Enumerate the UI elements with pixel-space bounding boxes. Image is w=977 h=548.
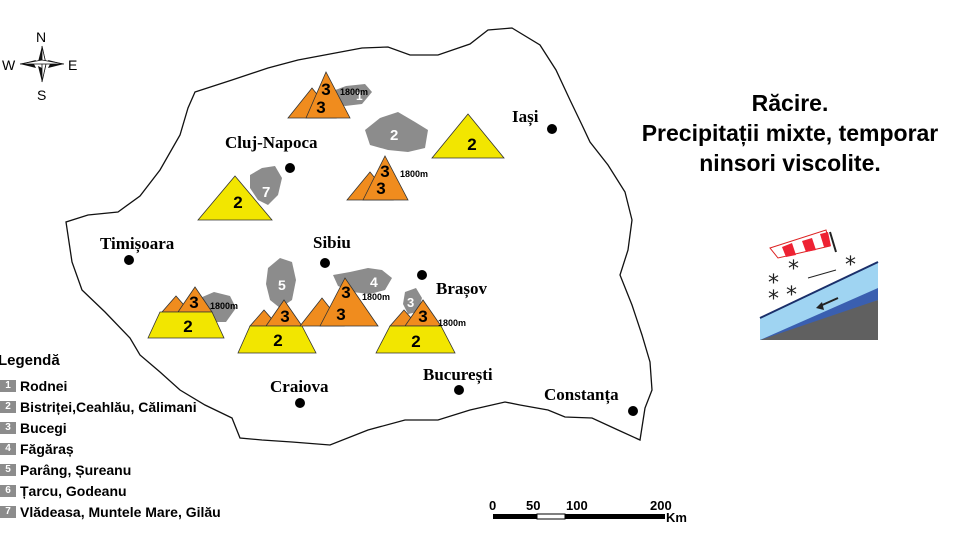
legend-number: 2 [0, 400, 16, 413]
risk-marker-bistritei: 3 3 1800m [346, 155, 428, 201]
legend-item: 1 Rodnei [0, 375, 221, 396]
city-label-cluj: Cluj-Napoca [225, 133, 318, 152]
risk-marker-parang: 3 2 [237, 299, 317, 354]
svg-text:*: * [845, 253, 856, 278]
massif-bistritei [365, 112, 428, 152]
city-dot-iasi [547, 124, 557, 134]
legend-number: 6 [0, 484, 16, 497]
scale-tick: 100 [566, 498, 588, 513]
headline-line: ninsori viscolite. [699, 150, 881, 176]
compass-w: W [2, 57, 16, 73]
risk-marker-bucegi: 3 2 1800m [375, 299, 466, 354]
risk-level: 2 [233, 193, 242, 212]
compass-rose-icon [19, 45, 65, 83]
city-label-constanta: Constanța [544, 385, 619, 405]
city-dot-bucuresti [454, 385, 464, 395]
massif-label: 1 [356, 89, 363, 103]
altitude-label: 1800m [438, 318, 466, 328]
risk-marker-rodnei: 3 3 1800m [287, 71, 368, 119]
legend-label: Rodnei [20, 377, 68, 394]
risk-upper: 3 [280, 307, 289, 326]
risk-marker-tarcu: 3 2 1800m [147, 286, 238, 339]
city-dot-craiova [295, 398, 305, 408]
risk-level: 2 [467, 135, 476, 154]
altitude-label: 1800m [210, 301, 238, 311]
city-label-craiova: Craiova [270, 377, 329, 396]
massif-bucegi [403, 288, 422, 314]
headline-line: Răcire. [751, 90, 829, 116]
svg-text:*: * [768, 287, 779, 312]
risk-upper: 3 [380, 162, 389, 181]
risk-lower: 2 [411, 332, 420, 351]
legend-item: 3 Bucegi [0, 417, 221, 438]
legend-number: 7 [0, 505, 16, 518]
city-dot-sibiu [320, 258, 330, 268]
city-dot-timisoara [124, 255, 134, 265]
scale-tick: 200 [650, 498, 672, 513]
risk-lower: 3 [316, 98, 325, 117]
scale-tick: 0 [489, 498, 496, 513]
forecast-headline: Răcire. Precipitații mixte, temporar nin… [590, 88, 977, 178]
legend-item: 6 Țarcu, Godeanu [0, 480, 221, 501]
legend-number: 3 [0, 421, 16, 434]
massif-label: 5 [278, 277, 286, 293]
city-dot-brasov [417, 270, 427, 280]
massif-label: 2 [390, 127, 398, 144]
legend-item: 5 Parâng, Șureanu [0, 459, 221, 480]
city-label-brasov: Brașov [436, 279, 488, 299]
massif-label: 4 [370, 274, 378, 290]
massif-label: 7 [262, 184, 270, 201]
risk-upper: 3 [189, 293, 198, 312]
legend: Legendă 1 Rodnei 2 Bistriței,Ceahlău, Că… [0, 352, 221, 522]
svg-text:*: * [788, 257, 799, 282]
svg-text:*: * [786, 283, 797, 308]
scale-tick: 50 [526, 498, 540, 513]
risk-upper: 3 [341, 283, 350, 302]
svg-text:*: * [768, 271, 779, 296]
city-label-bucuresti: București [423, 365, 493, 385]
risk-marker-fagaras: 3 3 1800m [299, 277, 390, 327]
legend-label: Bucegi [20, 419, 67, 436]
city-dot-cluj [285, 163, 295, 173]
legend-number: 1 [0, 379, 16, 392]
risk-lower: 2 [183, 317, 192, 336]
altitude-label: 1800m [362, 292, 390, 302]
legend-title: Legendă [0, 352, 60, 369]
legend-label: Făgăraș [20, 440, 74, 457]
risk-upper: 3 [321, 80, 330, 99]
romania-outline [65, 27, 653, 446]
legend-label: Vlădeasa, Muntele Mare, Gilău [20, 503, 221, 520]
city-dot-constanta [628, 406, 638, 416]
risk-marker-apuseni: 2 [197, 175, 273, 221]
legend-item: 2 Bistriței,Ceahlău, Călimani [0, 396, 221, 417]
legend-number: 5 [0, 463, 16, 476]
risk-marker-east: 2 [431, 113, 505, 159]
legend-label: Bistriței,Ceahlău, Călimani [20, 398, 197, 415]
massif-vladeasa [250, 166, 282, 205]
altitude-label: 1800m [340, 87, 368, 97]
city-label-iasi: Iași [512, 107, 539, 127]
risk-lower: 3 [336, 305, 345, 324]
city-label-sibiu: Sibiu [313, 233, 351, 252]
legend-number: 4 [0, 442, 16, 455]
compass-e: E [68, 57, 77, 73]
legend-label: Țarcu, Godeanu [20, 482, 127, 499]
legend-label: Parâng, Șureanu [20, 461, 132, 478]
altitude-label: 1800m [400, 169, 428, 179]
legend-item: 4 Făgăraș [0, 438, 221, 459]
risk-lower: 3 [376, 179, 385, 198]
risk-lower: 2 [273, 331, 282, 350]
compass-n: N [36, 29, 46, 45]
headline-line: Precipitații mixte, temporar [641, 120, 939, 146]
wind-snow-icon: * * * * * [759, 229, 879, 340]
massif-label: 3 [407, 295, 414, 310]
compass-s: S [37, 87, 46, 103]
scale-bar [493, 513, 665, 520]
risk-upper: 3 [418, 307, 427, 326]
scale-unit: Km [666, 510, 687, 525]
massif-parang [266, 258, 296, 308]
legend-item: 7 Vlădeasa, Muntele Mare, Gilău [0, 501, 221, 522]
city-label-timisoara: Timișoara [100, 234, 175, 254]
